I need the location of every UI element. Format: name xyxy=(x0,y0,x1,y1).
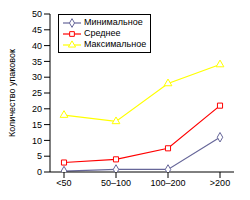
html-text:Максимальное: Максимальное xyxy=(84,39,147,49)
svg-text:30: 30 xyxy=(32,72,42,82)
svg-text:25: 25 xyxy=(32,88,42,98)
svg-text:0: 0 xyxy=(37,167,42,177)
svg-text:50–100: 50–100 xyxy=(101,178,131,188)
svg-text:10: 10 xyxy=(32,136,42,146)
svg-text:45: 45 xyxy=(32,25,42,35)
svg-text:5: 5 xyxy=(37,151,42,161)
svg-text:50: 50 xyxy=(32,9,42,19)
svg-text:100–200: 100–200 xyxy=(150,178,185,188)
html-text:Минимальное: Минимальное xyxy=(84,17,143,27)
svg-text:35: 35 xyxy=(32,57,42,67)
svg-text:<50: <50 xyxy=(56,178,71,188)
svg-text:Количество упаковок: Количество упаковок xyxy=(8,49,17,137)
svg-text:20: 20 xyxy=(32,104,42,114)
svg-text:>200: >200 xyxy=(210,178,230,188)
html-text:Среднее: Среднее xyxy=(84,28,121,38)
svg-text:15: 15 xyxy=(32,120,42,130)
svg-text:40: 40 xyxy=(32,41,42,51)
